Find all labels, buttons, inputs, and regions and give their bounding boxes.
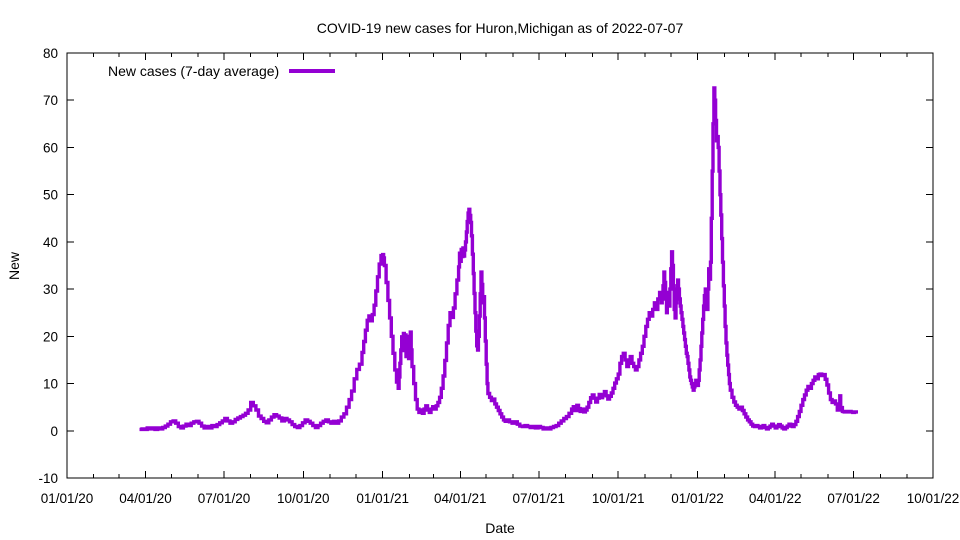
y-tick-label: 0 (50, 424, 58, 439)
x-tick-label: 07/01/20 (198, 491, 251, 506)
x-tick-label: 10/01/22 (907, 491, 960, 506)
x-tick-label: 10/01/21 (592, 491, 645, 506)
x-tick-label: 04/01/21 (434, 491, 487, 506)
y-tick-label: -10 (38, 471, 58, 486)
x-tick-label: 04/01/20 (119, 491, 172, 506)
x-tick-label: 01/01/20 (41, 491, 94, 506)
series-line (139, 86, 858, 432)
x-tick-label: 04/01/22 (749, 491, 802, 506)
y-tick-label: 70 (43, 93, 58, 108)
y-tick-label: 40 (43, 235, 58, 250)
y-axis-title: New (6, 252, 22, 281)
legend: New cases (7-day average) (108, 63, 336, 79)
chart-title: COVID-19 new cases for Huron,Michigan as… (316, 20, 684, 36)
y-tick-label: 30 (43, 282, 58, 297)
x-axis-title: Date (485, 520, 515, 536)
y-tick-label: 10 (43, 377, 58, 392)
y-tick-label: 60 (43, 140, 58, 155)
y-tick-label: 80 (43, 46, 58, 61)
legend-line-sample (289, 69, 336, 73)
plot-border (66, 52, 934, 479)
x-tick-label: 07/01/21 (513, 491, 566, 506)
legend-label: New cases (7-day average) (108, 63, 280, 79)
x-tick-label: 10/01/20 (277, 491, 330, 506)
y-tick-label: 20 (43, 329, 58, 344)
x-tick-label: 01/01/22 (671, 491, 724, 506)
x-tick-label: 07/01/22 (827, 491, 880, 506)
x-tick-label: 01/01/21 (356, 491, 409, 506)
y-tick-label: 50 (43, 188, 58, 203)
